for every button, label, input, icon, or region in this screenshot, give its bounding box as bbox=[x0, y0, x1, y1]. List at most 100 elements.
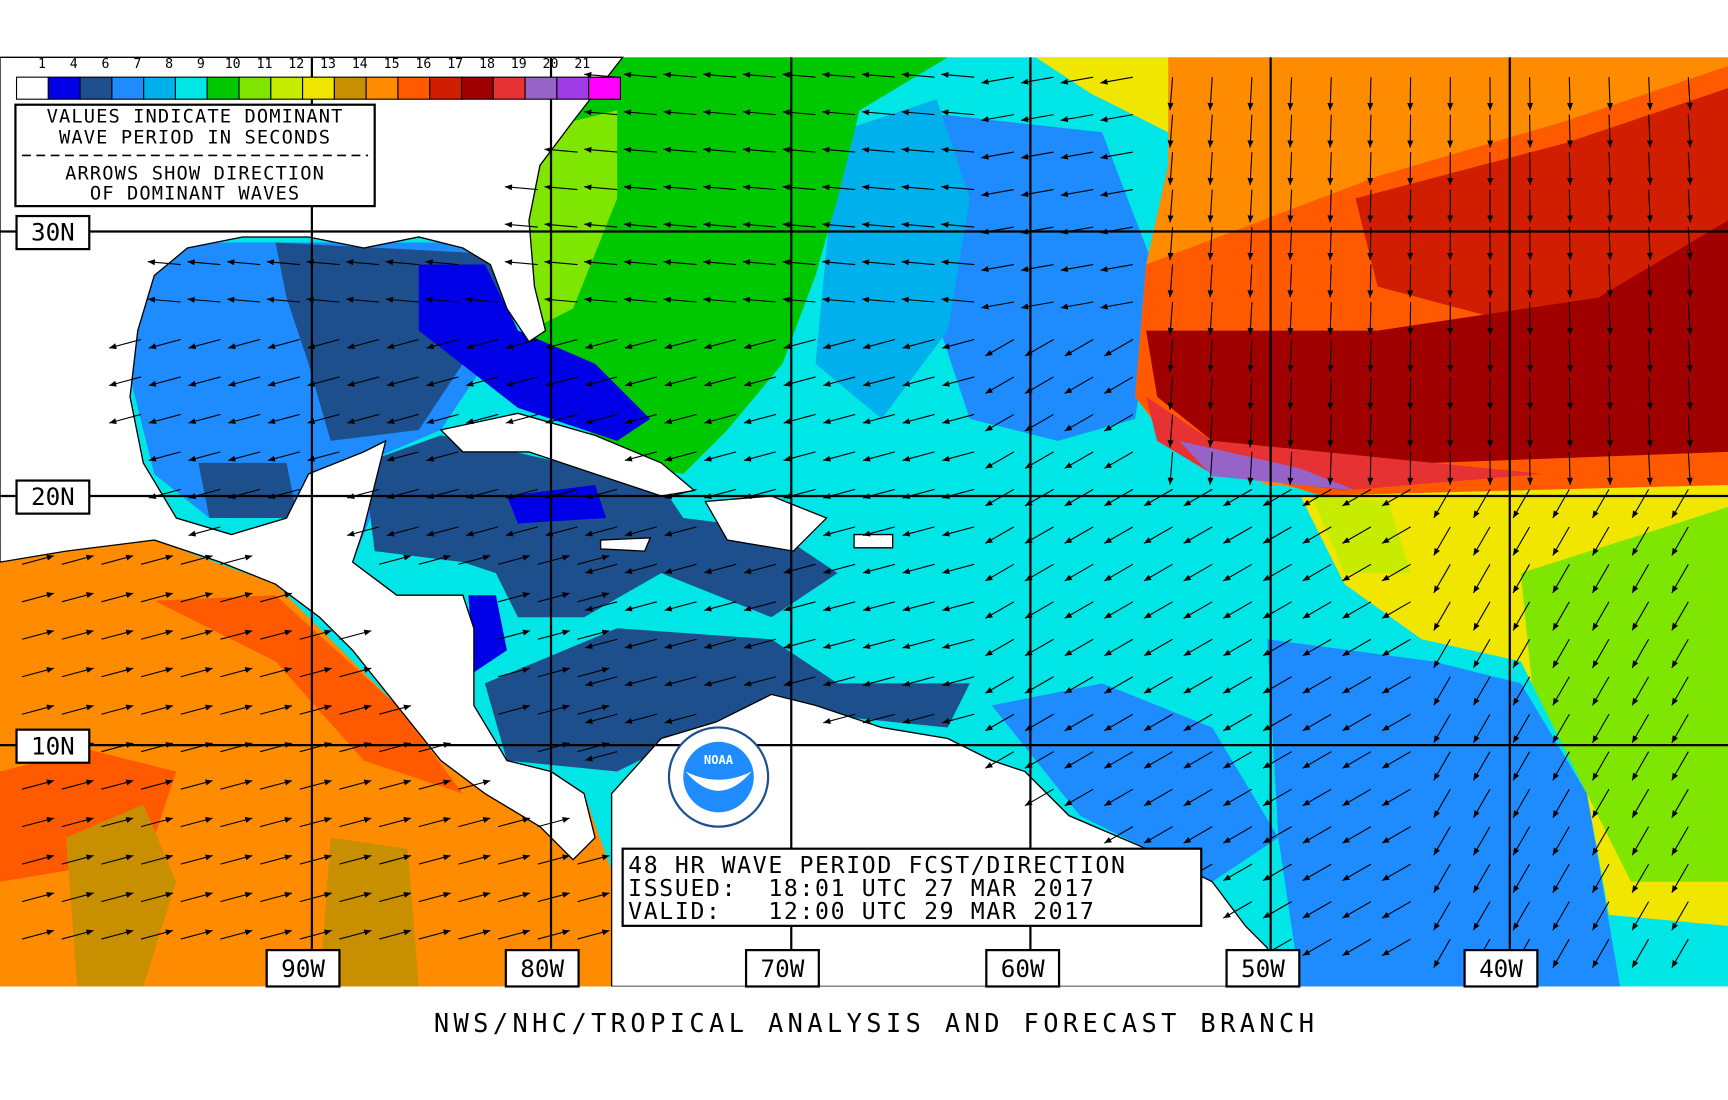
arrow-head bbox=[1024, 574, 1033, 581]
arrow-head bbox=[942, 605, 950, 612]
arrow-head bbox=[482, 779, 491, 786]
arrow-head bbox=[942, 680, 950, 687]
arrow-head bbox=[624, 343, 633, 350]
arrow-head bbox=[1302, 799, 1311, 806]
arrow-head bbox=[443, 779, 451, 786]
arrow-head bbox=[901, 109, 909, 116]
arrow-head bbox=[1327, 477, 1334, 485]
arrow-head bbox=[782, 296, 790, 303]
arrow-head bbox=[205, 592, 213, 598]
arrow-head bbox=[1433, 772, 1440, 781]
arrow-head bbox=[1287, 252, 1294, 261]
arrow-head bbox=[165, 629, 173, 636]
legend-label: 14 bbox=[352, 57, 368, 72]
arrow-head bbox=[703, 146, 711, 153]
arrow-head bbox=[823, 718, 831, 724]
arrow-head bbox=[165, 854, 173, 861]
legend-swatch bbox=[302, 76, 335, 100]
arrow-head bbox=[1473, 847, 1480, 856]
latitude-box bbox=[15, 214, 91, 251]
arrow-head bbox=[426, 455, 435, 462]
arrow-head bbox=[664, 380, 673, 387]
arrow-head bbox=[228, 455, 236, 462]
arrow-head bbox=[205, 891, 213, 898]
arrow-head bbox=[346, 259, 354, 266]
legend-swatch bbox=[333, 76, 367, 100]
arrow-head bbox=[743, 343, 752, 350]
arrow-head bbox=[1487, 365, 1494, 373]
legend-swatch bbox=[143, 76, 177, 100]
arrow-head bbox=[1592, 735, 1599, 743]
latitude-label: 20N bbox=[31, 482, 75, 511]
arrow-head bbox=[1262, 874, 1271, 881]
arrow-head bbox=[703, 296, 711, 303]
arrow-head bbox=[188, 530, 197, 537]
arrow-head bbox=[1433, 697, 1440, 706]
arrow-head bbox=[1606, 327, 1613, 336]
arrow-head bbox=[1104, 424, 1112, 431]
arrow-head bbox=[505, 343, 514, 350]
arrow-head bbox=[1447, 253, 1454, 261]
arrow-head bbox=[1646, 477, 1653, 485]
arrow-head bbox=[1567, 402, 1574, 411]
arrow-head bbox=[125, 854, 134, 861]
arrow-head bbox=[1552, 772, 1559, 781]
arrow-head bbox=[1487, 140, 1494, 148]
arrow-head bbox=[1686, 102, 1693, 111]
arrow-head bbox=[562, 929, 570, 936]
arrow-head bbox=[985, 649, 993, 656]
arrow-head bbox=[1381, 724, 1390, 731]
arrow-head bbox=[585, 605, 593, 612]
arrow-head bbox=[743, 455, 752, 462]
arrow-head bbox=[1183, 574, 1192, 581]
arrow-head bbox=[1671, 547, 1678, 556]
longitude-label: 40W bbox=[1479, 954, 1523, 983]
arrow-head bbox=[1262, 911, 1271, 919]
arrow-head bbox=[267, 455, 276, 462]
arrow-head bbox=[1632, 660, 1639, 668]
arrow-head bbox=[1302, 537, 1311, 544]
arrow-head bbox=[985, 499, 993, 506]
arrow-head bbox=[941, 221, 949, 228]
arrow-head bbox=[985, 687, 993, 694]
arrow-head bbox=[1381, 612, 1390, 619]
arrow-head bbox=[1064, 724, 1073, 731]
arrow-head bbox=[284, 592, 293, 598]
arrow-head bbox=[1060, 116, 1069, 123]
arrow-head bbox=[544, 296, 552, 303]
arrow-head bbox=[985, 574, 993, 581]
arrow-head bbox=[1342, 874, 1350, 881]
arrow-head bbox=[403, 779, 412, 786]
arrow-head bbox=[544, 146, 552, 153]
arrow-head bbox=[1100, 153, 1108, 160]
landmass bbox=[0, 56, 625, 861]
arrow-head bbox=[307, 418, 316, 425]
arrow-head bbox=[466, 418, 474, 425]
longitude-box bbox=[1463, 948, 1539, 988]
arrow-head bbox=[482, 891, 491, 898]
arrow-head bbox=[1513, 510, 1520, 519]
arrow-head bbox=[267, 493, 276, 499]
arrow-head bbox=[1167, 140, 1174, 148]
arrow-head bbox=[562, 742, 570, 748]
arrow-head bbox=[822, 259, 830, 266]
arrow-head bbox=[1223, 911, 1231, 919]
arrow-head bbox=[86, 592, 94, 598]
arrow-head bbox=[1552, 922, 1559, 931]
arrow-head bbox=[1060, 303, 1069, 310]
legend-swatch bbox=[492, 76, 526, 100]
arrow-head bbox=[205, 704, 213, 711]
arrow-head bbox=[1100, 303, 1108, 310]
arrow-head bbox=[1020, 266, 1029, 272]
wave-field bbox=[0, 749, 177, 882]
arrow-head bbox=[823, 568, 831, 574]
arrow-head bbox=[426, 343, 435, 350]
arrow-head bbox=[1671, 772, 1678, 781]
arrow-head bbox=[862, 643, 871, 649]
arrow-head bbox=[1381, 874, 1390, 881]
arrow-head bbox=[1060, 266, 1069, 272]
arrow-head bbox=[1513, 810, 1520, 818]
arrow-head bbox=[941, 259, 949, 266]
arrow-head bbox=[823, 380, 831, 387]
